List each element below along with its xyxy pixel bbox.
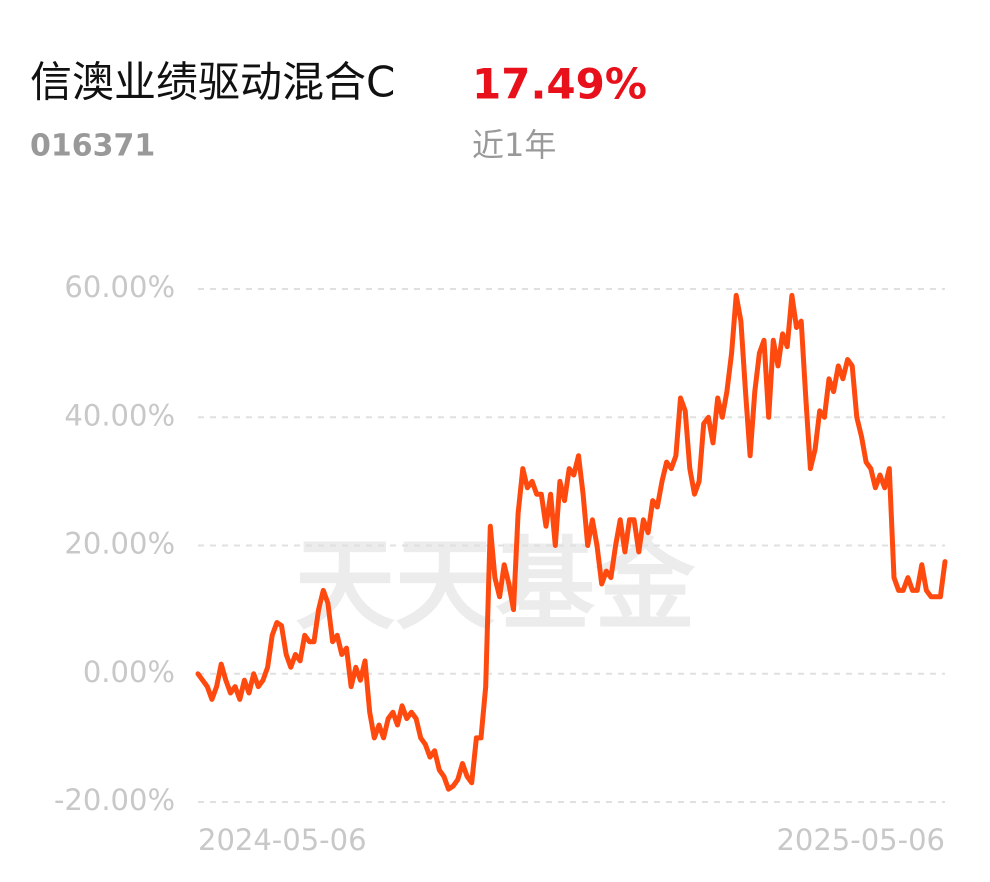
fund-code: 016371 — [30, 129, 155, 164]
y-tick-label: 60.00% — [64, 270, 175, 304]
line — [195, 292, 948, 792]
y-tick-label: 40.00% — [64, 398, 175, 432]
x-tick-label: 2024-05-06 — [198, 823, 367, 857]
y-tick-label: -20.00% — [54, 783, 175, 817]
period-label: 近1年 — [472, 126, 556, 164]
y-tick-label: 0.00% — [83, 655, 175, 689]
y-tick-label: 20.00% — [64, 527, 175, 561]
x-tick-label: 2025-05-06 — [776, 823, 945, 857]
return-value: 17.49% — [472, 60, 647, 109]
fund-title: 信澳业绩驱动混合C — [30, 58, 395, 107]
